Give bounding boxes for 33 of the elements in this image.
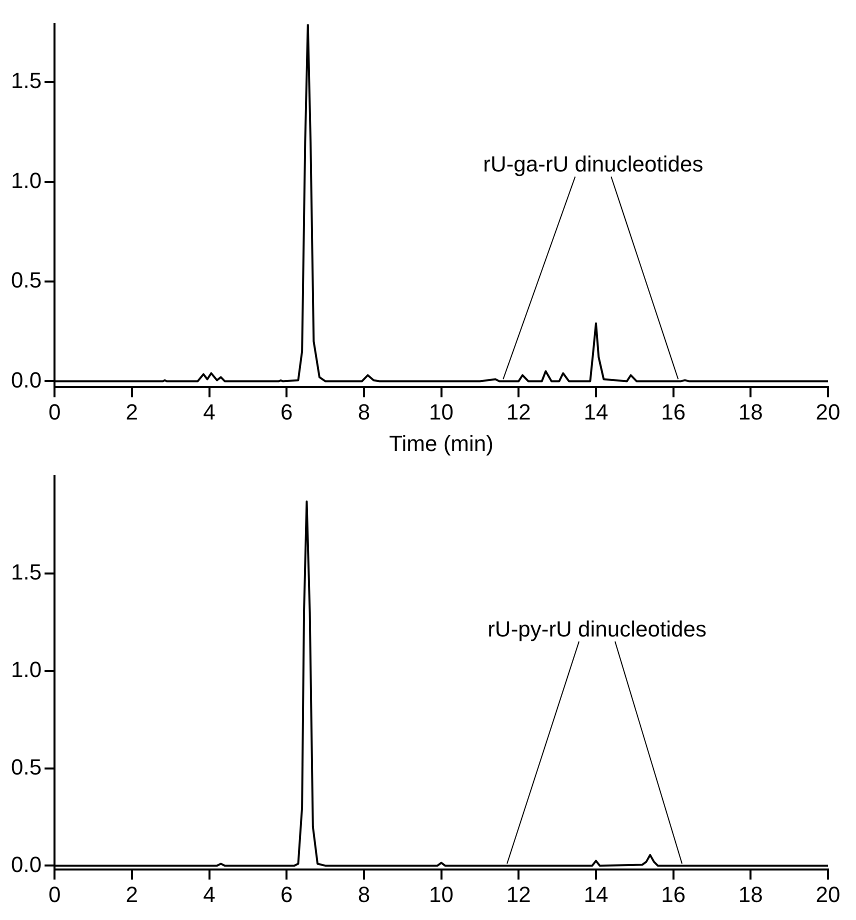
y-tick-label: 0.5 <box>10 754 42 780</box>
y-tick-label: 1.0 <box>10 168 42 193</box>
x-tick-label: 20 <box>816 882 840 907</box>
x-tick-label: 18 <box>738 399 763 424</box>
y-tick-label: 0.0 <box>10 852 42 877</box>
x-tick-label: 2 <box>126 399 138 424</box>
x-tick-label: 4 <box>203 882 216 907</box>
x-tick-label: 12 <box>506 399 531 424</box>
x-tick-label: 8 <box>358 882 370 907</box>
x-axis-title: Time (min) <box>389 430 494 456</box>
x-tick-label: 8 <box>358 399 370 424</box>
x-tick-label: 16 <box>661 882 686 907</box>
y-tick-label: 0.5 <box>10 268 42 293</box>
x-tick-label: 6 <box>280 399 293 424</box>
y-tick-label: 1.5 <box>10 68 42 94</box>
x-tick-label: 12 <box>506 882 531 907</box>
x-tick-label: 14 <box>584 399 608 424</box>
x-tick-label: 14 <box>584 882 608 907</box>
y-tick-label: 0.0 <box>10 367 42 392</box>
x-tick-label: 6 <box>280 882 293 907</box>
x-tick-label: 16 <box>661 399 686 424</box>
annotation: rU-py-rU dinucleotides <box>488 616 706 642</box>
x-tick-label: 18 <box>738 882 763 907</box>
x-tick-label: 2 <box>126 882 138 907</box>
x-tick-label: 0 <box>48 399 61 424</box>
y-tick-label: 1.5 <box>10 560 42 585</box>
x-tick-label: 10 <box>429 399 454 424</box>
y-tick-label: 1.0 <box>10 657 42 682</box>
x-tick-label: 20 <box>816 399 840 424</box>
annotation: rU-ga-rU dinucleotides <box>483 152 704 177</box>
x-tick-label: 10 <box>429 882 454 907</box>
x-tick-label: 4 <box>203 399 216 424</box>
x-tick-label: 0 <box>48 882 61 907</box>
